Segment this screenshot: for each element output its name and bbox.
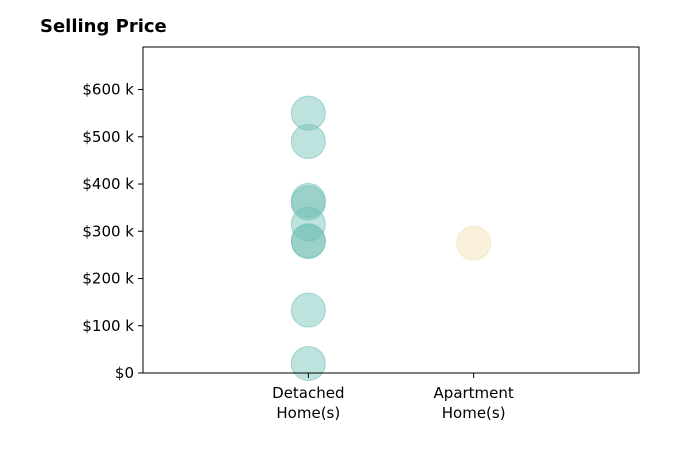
y-tick-label: $300 k: [82, 222, 134, 240]
y-tick-label: $400 k: [82, 175, 134, 193]
data-point: [290, 346, 326, 382]
x-tick-label-line1: Detached: [272, 384, 344, 402]
y-tick-label: $200 k: [82, 270, 134, 288]
x-tick-label-line2: Home(s): [276, 404, 340, 422]
plot-frame: [142, 46, 640, 374]
chart-title: Selling Price: [40, 16, 167, 37]
data-points: [290, 95, 492, 382]
y-axis: $0 $100 k $200 k $300 k $400 k $500 k $600 k: [82, 81, 143, 382]
y-tick-label: $100 k: [82, 317, 134, 335]
data-point: [290, 123, 326, 159]
data-point: [456, 225, 492, 261]
y-tick-label: $500 k: [82, 128, 134, 146]
y-tick-label: $600 k: [82, 81, 134, 99]
x-tick-label-line1: Apartment: [434, 384, 514, 402]
data-point: [290, 292, 326, 328]
data-point: [290, 224, 326, 260]
x-tick-label-line2: Home(s): [442, 404, 506, 422]
data-point: [290, 185, 326, 221]
data-point: [290, 95, 326, 131]
y-tick-label: $0: [115, 364, 134, 382]
x-axis: Detached Home(s) Apartment Home(s): [272, 373, 514, 422]
